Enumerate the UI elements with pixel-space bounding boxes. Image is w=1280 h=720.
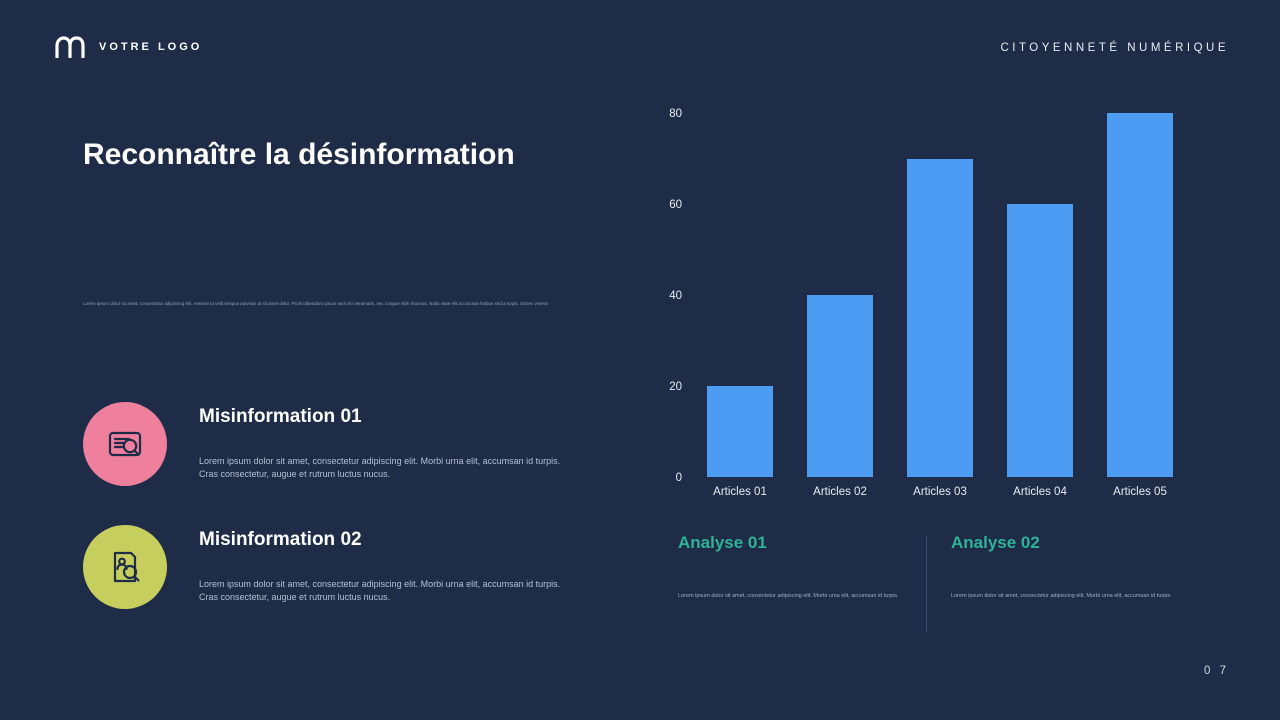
y-tick-label: 60 bbox=[669, 199, 682, 211]
bar-column: Articles 03 bbox=[890, 113, 990, 498]
x-tick-label: Articles 03 bbox=[913, 486, 967, 498]
header-kicker: CITOYENNETÉ NUMÉRIQUE bbox=[1000, 42, 1229, 54]
bar bbox=[907, 158, 973, 477]
document-search-icon bbox=[108, 431, 142, 457]
item-body: Lorem ipsum dolor sit amet, consectetur … bbox=[199, 579, 561, 603]
item-circle bbox=[83, 402, 167, 486]
page-number: 0 7 bbox=[1204, 665, 1229, 677]
person-document-search-icon bbox=[113, 551, 140, 583]
item-text: Misinformation 02 Lorem ipsum dolor sit … bbox=[199, 525, 594, 609]
analysis-section: Analyse 01 Lorem ipsum dolor sit amet, c… bbox=[678, 533, 1181, 633]
item-title: Misinformation 01 bbox=[199, 406, 362, 427]
analysis-body: Lorem ipsum dolor sit amet, consectetur … bbox=[951, 593, 1172, 599]
analysis-body: Lorem ipsum dolor sit amet, consectetur … bbox=[678, 593, 899, 599]
list-item-misinformation-01: Misinformation 01 Lorem ipsum dolor sit … bbox=[83, 402, 603, 486]
logo: VOTRE LOGO bbox=[55, 36, 202, 58]
y-tick-label: 40 bbox=[669, 290, 682, 302]
bar-column: Articles 02 bbox=[790, 113, 890, 498]
item-title: Misinformation 02 bbox=[199, 529, 362, 550]
logo-text: VOTRE LOGO bbox=[99, 41, 203, 53]
bar-column: Articles 01 bbox=[690, 113, 790, 498]
bar bbox=[707, 386, 773, 477]
vertical-divider bbox=[926, 535, 927, 633]
rounded-m-logo-icon bbox=[55, 36, 85, 58]
page-title: Reconnaître la désinformation bbox=[83, 138, 515, 171]
intro-text: Lorem ipsum dolor sit amet, consectetur … bbox=[83, 301, 548, 306]
item-body: Lorem ipsum dolor sit amet, consectetur … bbox=[199, 456, 561, 480]
y-tick-label: 20 bbox=[669, 381, 682, 393]
list-item-misinformation-02: Misinformation 02 Lorem ipsum dolor sit … bbox=[83, 525, 603, 609]
y-axis: 0 20 40 60 80 bbox=[648, 108, 682, 484]
bar-column: Articles 04 bbox=[990, 113, 1090, 498]
bar bbox=[807, 295, 873, 477]
x-tick-label: Articles 04 bbox=[1013, 486, 1067, 498]
item-circle bbox=[83, 525, 167, 609]
analysis-title: Analyse 02 bbox=[951, 533, 1040, 552]
x-tick-label: Articles 01 bbox=[713, 486, 767, 498]
y-tick-label: 0 bbox=[675, 472, 682, 484]
bar bbox=[1107, 113, 1173, 477]
x-tick-label: Articles 02 bbox=[813, 486, 867, 498]
analysis-col-01: Analyse 01 Lorem ipsum dolor sit amet, c… bbox=[678, 533, 908, 633]
analysis-col-02: Analyse 02 Lorem ipsum dolor sit amet, c… bbox=[951, 533, 1181, 633]
bar bbox=[1007, 204, 1073, 477]
bar-plot: Articles 01 Articles 02 Articles 03 Article… bbox=[690, 113, 1190, 498]
x-tick-label: Articles 05 bbox=[1113, 486, 1167, 498]
bar-column: Articles 05 bbox=[1090, 113, 1190, 498]
analysis-title: Analyse 01 bbox=[678, 533, 767, 552]
y-tick-label: 80 bbox=[669, 108, 682, 120]
item-text: Misinformation 01 Lorem ipsum dolor sit … bbox=[199, 402, 594, 486]
